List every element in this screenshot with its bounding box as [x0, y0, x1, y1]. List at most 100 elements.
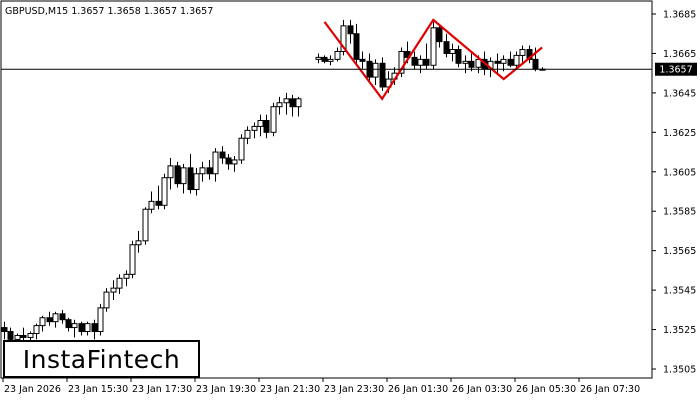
y-tick-label: 1.3665: [663, 49, 696, 60]
candle-body: [500, 58, 507, 64]
candle-body: [187, 167, 194, 191]
candle-body: [71, 323, 78, 329]
y-tick-label: 1.3565: [663, 246, 696, 257]
candle-body: [14, 334, 21, 340]
candle: [340, 19, 347, 56]
candle: [225, 154, 232, 170]
candle: [193, 167, 200, 196]
candle-body: [347, 25, 354, 35]
candle: [59, 309, 66, 324]
y-tick-label: 1.3685: [663, 10, 696, 21]
candle: [116, 274, 123, 295]
candle: [167, 157, 174, 190]
candle-body: [231, 159, 238, 165]
time-axis: 23 Jan 2026 23 Jan 15:30 23 Jan 17:30 23 Ja…: [2, 378, 640, 395]
candle-body: [334, 50, 341, 60]
candle: [379, 57, 386, 91]
current-price-tag: 1.3657: [655, 62, 697, 76]
candle-body: [167, 165, 174, 179]
candle: [199, 161, 206, 182]
candle: [129, 240, 136, 279]
candle: [33, 323, 40, 340]
candle: [20, 327, 27, 342]
candle-body: [212, 151, 219, 175]
candle-body: [7, 331, 14, 340]
candle-body: [110, 287, 117, 293]
candle: [231, 156, 238, 172]
candle-body: [417, 58, 424, 66]
candle: [135, 230, 142, 253]
candle-body: [52, 313, 59, 323]
candle: [97, 303, 104, 336]
current-price-label: 1.3657: [659, 65, 692, 76]
candle-body: [20, 334, 27, 338]
x-tick-label: 26 Jan 01:30: [388, 384, 448, 395]
candle-body: [411, 56, 418, 66]
candle-body: [199, 167, 206, 175]
candle: [430, 19, 437, 70]
y-tick-label: 1.3625: [663, 128, 696, 139]
candle-body: [135, 240, 142, 246]
candle: [468, 53, 475, 72]
candle: [91, 319, 98, 340]
candle-body: [180, 167, 187, 185]
candle: [507, 51, 514, 68]
candle: [187, 154, 194, 194]
candle-body: [315, 56, 322, 60]
candle: [353, 23, 360, 66]
candle: [65, 317, 72, 332]
candle: [347, 19, 354, 44]
candle: [283, 92, 290, 115]
candle-body: [84, 323, 91, 333]
candle-body: [91, 323, 98, 333]
candle-body: [462, 60, 469, 64]
candle-body: [65, 319, 72, 329]
candle: [455, 45, 462, 68]
candle-body: [116, 277, 123, 289]
candle-body: [155, 200, 162, 206]
candle: [519, 45, 526, 64]
y-tick-label: 1.3545: [663, 286, 696, 297]
plot-area-frame: [0, 0, 653, 379]
candle: [123, 270, 130, 287]
x-tick-label: 23 Jan 15:30: [68, 384, 128, 395]
x-tick-label: 23 Jan 19:30: [196, 384, 256, 395]
candle-body: [225, 157, 232, 165]
candle-body: [423, 58, 430, 66]
candle: [46, 311, 53, 326]
x-tick-label: 26 Jan 03:30: [452, 384, 512, 395]
y-tick-label: 1.3525: [663, 325, 696, 336]
candle: [359, 51, 366, 70]
candle: [244, 126, 251, 145]
candle: [417, 55, 424, 74]
candle: [39, 315, 46, 332]
candle: [295, 96, 302, 117]
candle: [436, 23, 443, 48]
candle: [219, 146, 226, 164]
candle-body: [39, 317, 46, 327]
candle-body: [507, 58, 514, 66]
candle-body: [174, 165, 181, 185]
triple-top-pattern: [323, 18, 543, 101]
candle: [180, 163, 187, 194]
candle-body: [206, 167, 213, 175]
x-tick-label: 26 Jan 05:30: [516, 384, 576, 395]
candle-body: [289, 98, 296, 108]
candle-body: [238, 137, 245, 161]
candle-body: [270, 106, 277, 133]
candle-body: [97, 307, 104, 333]
y-tick-label: 1.3645: [663, 88, 696, 99]
candle: [78, 321, 85, 336]
candle: [372, 59, 379, 85]
candle: [449, 43, 456, 62]
candle-body: [468, 60, 475, 68]
brand-logo-text: InstaFintech: [22, 344, 181, 374]
candle-body: [276, 102, 283, 108]
candle: [513, 51, 520, 70]
candle-body: [257, 120, 264, 127]
candle-body: [353, 33, 360, 60]
symbol-header: GBPUSD,M15 1.3657 1.3658 1.3657 1.3657: [5, 6, 213, 17]
candle-body: [532, 58, 539, 70]
candle-body: [494, 60, 501, 64]
candle: [423, 43, 430, 70]
